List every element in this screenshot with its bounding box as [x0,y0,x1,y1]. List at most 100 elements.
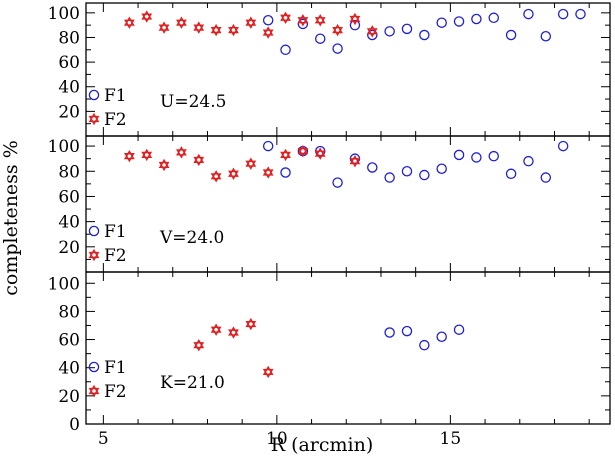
y-tick-label: 100 [48,4,80,24]
legend-marker-f2 [88,248,100,262]
y-axis-title: completeness % [0,140,22,296]
y-tick-label: 60 [58,53,80,73]
y-tick-label: 80 [58,162,80,182]
legend-label-f2: F2 [104,110,127,130]
panel-label: V=24.0 [159,228,224,248]
panels-layer: 20406080100F1F2U=24.520406080100F1F2V=24… [48,2,611,449]
data-point [384,327,395,338]
y-tick-label: 100 [48,137,80,157]
data-point [488,12,499,24]
legend-label-f2: F2 [104,382,127,402]
series-f1 [262,140,569,188]
y-tick-label: 20 [58,387,80,407]
y-tick-label: 20 [58,102,80,122]
series-f2 [124,10,378,39]
data-point [540,30,552,42]
data-point [332,177,343,188]
panel-label: K=21.0 [160,373,225,393]
y-tick-label: 20 [58,238,80,258]
data-point [228,326,239,339]
panel-frame [85,135,611,273]
data-point [262,26,274,39]
y-tick-label: 40 [58,78,80,98]
data-point [419,29,430,41]
y-tick-label: 40 [58,359,80,379]
data-point [193,153,205,167]
data-point [262,140,274,152]
data-point [367,29,378,41]
data-point [210,23,222,37]
data-point [245,157,257,170]
data-point [262,14,274,26]
data-point [176,16,187,29]
data-point [366,25,378,38]
legend-label-f1: F1 [104,358,127,378]
legend-label-f1: F1 [104,86,127,106]
data-point [453,16,465,27]
y-tick-label: 80 [58,28,80,48]
data-point [210,323,222,336]
data-point [314,14,326,27]
data-point [349,19,361,31]
data-point [314,33,326,44]
data-point [557,8,569,20]
data-point [228,167,239,180]
data-point [557,140,569,152]
data-point [384,26,395,37]
data-point [280,11,291,24]
data-point [384,172,395,183]
data-point [332,43,343,54]
data-point [280,167,291,178]
data-point [332,23,343,37]
x-tick-label: 15 [440,429,462,449]
data-point [436,163,447,174]
panel-3: 0 20 40 60 80 100 F1 F2 K=21.0 [48,271,611,435]
data-point [297,14,309,27]
data-point [523,8,534,20]
panel-frame [85,271,611,425]
y-tick-label: 0 [69,415,80,435]
data-point [471,152,482,163]
series-f1 [262,8,586,56]
data-point [419,169,430,181]
data-point [141,148,153,162]
data-point [349,154,361,168]
data-point [210,170,222,183]
data-point [158,158,170,172]
data-point [453,324,465,335]
data-point [453,149,465,161]
panel-2: 20 40 60 80 100 F1 F2 V=24.0 [48,135,611,273]
legend-marker-f1 [88,89,100,101]
data-point [367,162,378,173]
data-point [505,168,517,180]
series-f2 [124,144,361,183]
data-point [297,144,309,158]
x-axis-title: R (arcmin) [271,434,374,456]
data-point [245,317,257,331]
legend-marker-f1 [88,225,100,237]
data-point [193,21,205,34]
data-point [158,21,170,34]
data-point [124,16,135,29]
legend-marker-f2 [88,112,100,126]
legend-marker-f2 [88,384,100,398]
data-point [505,29,517,41]
series-f2 [193,317,274,379]
data-point [297,18,309,30]
data-point [401,23,413,35]
legend-marker-f1 [88,361,100,373]
data-point [176,146,187,159]
data-point [419,339,430,351]
data-point [262,365,274,379]
data-point [280,44,291,56]
data-point [245,16,257,29]
data-point [401,325,413,337]
y-tick-label: 80 [58,302,80,322]
data-point [575,8,586,20]
x-tick-label: 5 [98,429,109,449]
panel-label: U=24.5 [160,92,226,112]
data-point [349,12,361,26]
data-point [436,17,447,28]
data-point [523,155,534,167]
